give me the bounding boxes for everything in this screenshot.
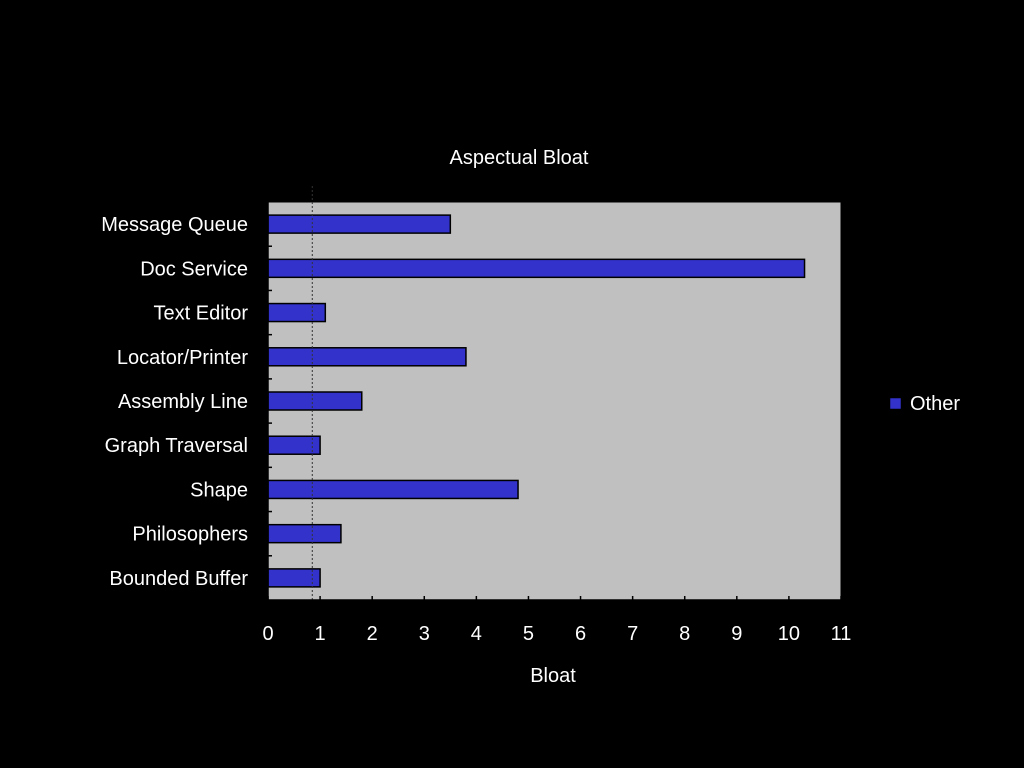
bar [267, 347, 467, 367]
y-tick-label: Locator/Printer [117, 347, 249, 369]
x-tick-label: 0 [262, 623, 273, 645]
x-tick-label: 5 [523, 623, 534, 645]
x-tick-label: 6 [575, 623, 586, 645]
x-tick-label: 7 [627, 623, 638, 645]
x-tick-label: 1 [315, 623, 326, 645]
y-tick-label: Assembly Line [118, 391, 248, 413]
y-tick-label: Bounded Buffer [109, 568, 248, 590]
x-tick-label: 4 [471, 623, 482, 645]
bar [267, 391, 363, 411]
y-tick-label: Message Queue [101, 214, 248, 236]
x-axis-label: Bloat [530, 665, 576, 687]
x-tick-label: 10 [778, 623, 800, 645]
y-tick-label: Graph Traversal [105, 435, 248, 457]
legend-swatch [889, 397, 902, 410]
bar [267, 214, 452, 234]
x-tick-label: 8 [679, 623, 690, 645]
y-tick-label: Philosophers [132, 524, 248, 546]
x-tick-label: 11 [831, 623, 852, 645]
x-tick-label: 2 [367, 623, 378, 645]
chart-title: Aspectual Bloat [450, 147, 589, 169]
legend-label: Other [910, 393, 960, 415]
y-tick-label: Text Editor [154, 303, 249, 325]
bar [267, 258, 806, 279]
x-tick-label: 9 [731, 623, 742, 645]
bar [267, 302, 327, 323]
bar [267, 479, 519, 500]
bar [267, 523, 342, 544]
y-tick-label: Shape [190, 479, 248, 501]
y-tick-label: Doc Service [140, 258, 248, 280]
x-tick-label: 3 [419, 623, 430, 645]
